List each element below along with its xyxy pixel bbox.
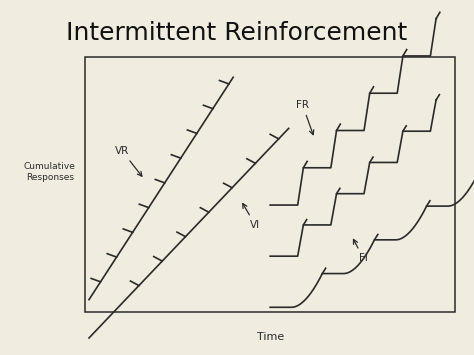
- Text: Cumulative
Responses: Cumulative Responses: [24, 162, 76, 181]
- Bar: [85, 57, 455, 312]
- Text: VR: VR: [115, 146, 142, 176]
- Text: FR: FR: [296, 100, 314, 135]
- Text: Time: Time: [256, 332, 284, 342]
- Text: FI: FI: [354, 239, 368, 263]
- Text: VI: VI: [243, 203, 260, 230]
- Text: Intermittent Reinforcement: Intermittent Reinforcement: [66, 21, 408, 45]
